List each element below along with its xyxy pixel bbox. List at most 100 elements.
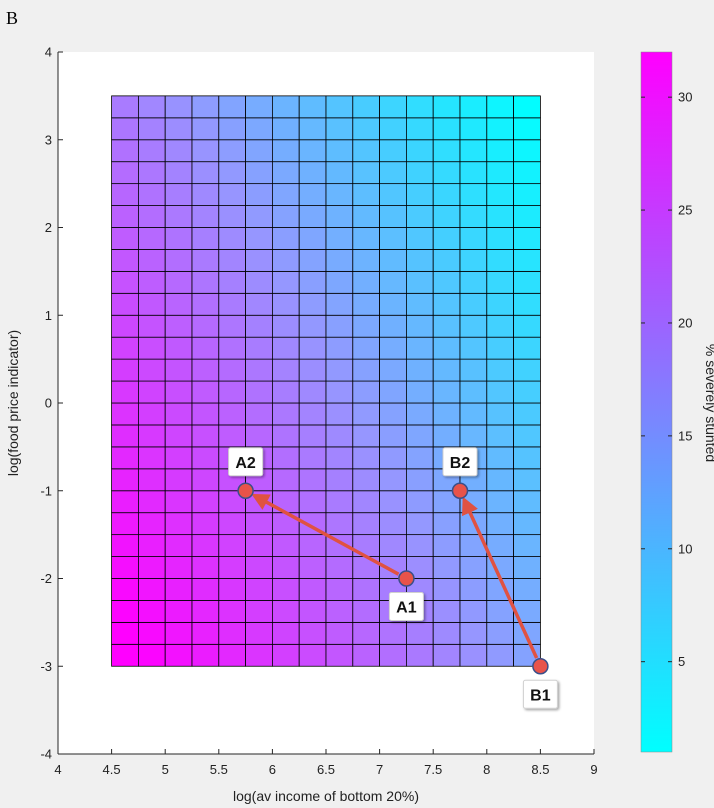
- heatmap-cell: [325, 139, 354, 163]
- heatmap-grid: [111, 95, 541, 667]
- heatmap-cell: [191, 380, 220, 404]
- heatmap-cell: [111, 446, 139, 470]
- heatmap-cell: [218, 183, 247, 206]
- heatmap-cell: [298, 402, 327, 426]
- heatmap-cell: [111, 380, 139, 404]
- heatmap-cell: [137, 227, 166, 250]
- heatmap-cell: [352, 139, 380, 163]
- colorbar-tick-label: 20: [678, 315, 692, 330]
- heatmap-cell: [352, 578, 380, 601]
- heatmap-cell: [191, 227, 220, 250]
- heatmap-cell: [191, 446, 220, 470]
- heatmap-cell: [298, 468, 327, 492]
- heatmap-cell: [486, 95, 514, 119]
- heatmap-cell: [405, 468, 434, 492]
- heatmap-cell: [137, 490, 166, 514]
- heatmap-cell: [432, 314, 461, 338]
- x-tick-label: 9: [590, 762, 597, 777]
- heatmap-cell: [218, 578, 247, 601]
- heatmap-cell: [271, 534, 300, 557]
- heatmap-cell: [432, 139, 461, 163]
- heatmap-cell: [432, 402, 461, 426]
- heatmap-cell: [218, 95, 247, 119]
- heatmap-cell: [164, 117, 193, 141]
- heatmap-cell: [245, 424, 273, 448]
- heatmap-cell: [486, 643, 514, 667]
- x-tick-label: 6: [269, 762, 276, 777]
- heatmap-cell: [191, 490, 220, 514]
- point-b2: [451, 482, 469, 499]
- heatmap-cell: [218, 358, 247, 382]
- heatmap-cell: [432, 358, 461, 382]
- heatmap-cell: [111, 424, 139, 448]
- heatmap-cell: [379, 95, 407, 119]
- heatmap-cell: [271, 578, 300, 601]
- heatmap-cell: [352, 358, 380, 382]
- heatmap-cell: [245, 336, 273, 360]
- heatmap-cell: [486, 270, 514, 294]
- heatmap-cell: [379, 512, 407, 536]
- heatmap-cell: [432, 161, 461, 185]
- heatmap-cell: [271, 643, 300, 667]
- heatmap-cell: [245, 534, 273, 557]
- heatmap-cell: [459, 270, 488, 294]
- heatmap-cell: [486, 292, 514, 316]
- heatmap-cell: [137, 183, 166, 206]
- heatmap-cell: [137, 424, 166, 448]
- heatmap-cell: [432, 336, 461, 360]
- heatmap-cell: [405, 490, 434, 514]
- heatmap-cell: [137, 270, 166, 294]
- heatmap-cell: [191, 402, 220, 426]
- heatmap-cell: [486, 139, 514, 163]
- heatmap-cell: [325, 292, 354, 316]
- heatmap-cell: [513, 424, 541, 448]
- heatmap-cell: [513, 512, 541, 536]
- heatmap-cell: [459, 336, 488, 360]
- heatmap-cell: [271, 468, 300, 492]
- heatmap-cell: [352, 117, 380, 141]
- heatmap-cell: [298, 578, 327, 601]
- heatmap-cell: [325, 621, 354, 645]
- heatmap-cell: [432, 578, 461, 601]
- heatmap-cell: [432, 424, 461, 448]
- heatmap-cell: [513, 314, 541, 338]
- heatmap-cell: [111, 534, 139, 557]
- heatmap-cell: [459, 249, 488, 272]
- heatmap-cell: [459, 600, 488, 623]
- heatmap-cell: [191, 578, 220, 601]
- heatmap-cell: [245, 139, 273, 163]
- heatmap-cell: [164, 358, 193, 382]
- x-tick-label: 5: [162, 762, 169, 777]
- heatmap-cell: [111, 600, 139, 623]
- heatmap-cell: [111, 227, 139, 250]
- heatmap-cell: [298, 95, 327, 119]
- heatmap-cell: [352, 621, 380, 645]
- y-tick-label: -3: [40, 659, 52, 674]
- heatmap-cell: [486, 183, 514, 206]
- heatmap-cell: [298, 446, 327, 470]
- heatmap-cell: [432, 95, 461, 119]
- heatmap-cell: [218, 270, 247, 294]
- heatmap-cell: [486, 512, 514, 536]
- heatmap-cell: [379, 424, 407, 448]
- heatmap-cell: [137, 534, 166, 557]
- heatmap-cell: [513, 205, 541, 228]
- heatmap-cell: [245, 270, 273, 294]
- heatmap-cell: [218, 314, 247, 338]
- heatmap-cell: [298, 600, 327, 623]
- heatmap-cell: [352, 249, 380, 272]
- heatmap-cell: [325, 314, 354, 338]
- x-tick-label: 5.5: [210, 762, 228, 777]
- heatmap-cell: [405, 249, 434, 272]
- heatmap-cell: [218, 205, 247, 228]
- heatmap-cell: [352, 183, 380, 206]
- heatmap-cell: [405, 161, 434, 185]
- heatmap-cell: [137, 117, 166, 141]
- heatmap-cell: [513, 402, 541, 426]
- heatmap-cell: [298, 424, 327, 448]
- heatmap-cell: [137, 402, 166, 426]
- heatmap-cell: [298, 621, 327, 645]
- heatmap-cell: [405, 270, 434, 294]
- heatmap-cell: [164, 139, 193, 163]
